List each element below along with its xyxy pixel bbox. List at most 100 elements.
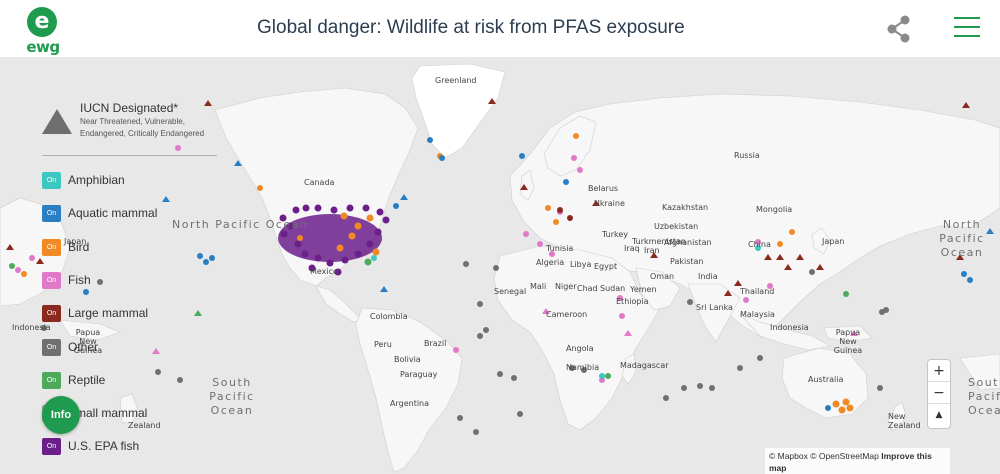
place-label-japan-left: Japan bbox=[64, 237, 87, 246]
legend-item-label: U.S. EPA fish bbox=[68, 439, 140, 454]
place-label-bolivia: Bolivia bbox=[394, 355, 421, 364]
legend-toggle-chip[interactable]: On bbox=[42, 338, 61, 356]
other-markers bbox=[41, 261, 889, 435]
header-bar: e ewg Global danger: Wildlife at risk fr… bbox=[0, 0, 1000, 58]
place-label-niger: Niger bbox=[555, 282, 577, 291]
iucn-triangle-markers bbox=[6, 98, 994, 354]
zoom-in-button[interactable]: + bbox=[928, 360, 950, 382]
place-label-papua-left: Papua New Guinea bbox=[73, 328, 103, 355]
zoom-out-button[interactable]: − bbox=[928, 382, 950, 404]
legend-toggle-chip[interactable]: On bbox=[42, 172, 61, 189]
place-label-australia: Australia bbox=[808, 375, 844, 384]
iucn-subtitle: Near Threatened, Vulnerable, Endangered,… bbox=[80, 117, 205, 138]
place-label-angola: Angola bbox=[566, 344, 594, 353]
place-label-canada: Canada bbox=[304, 178, 335, 187]
place-label-iran: Iran bbox=[644, 246, 660, 255]
zoom-controls: + − ▲ bbox=[928, 360, 950, 428]
place-label-paraguay: Paraguay bbox=[400, 370, 438, 379]
large-mammal-markers bbox=[557, 207, 573, 221]
ewg-logo[interactable]: e ewg bbox=[25, 7, 61, 56]
place-label-japan-right: Japan bbox=[822, 237, 845, 246]
place-label-mexico: Mexico bbox=[310, 267, 338, 276]
aquatic-mammal-markers bbox=[83, 137, 973, 411]
share-icon bbox=[887, 15, 910, 43]
legend-item-label: Amphibian bbox=[68, 173, 125, 187]
legend-toggle-chip[interactable]: On bbox=[42, 438, 61, 456]
improve-map-link[interactable]: Improve this map bbox=[769, 451, 932, 473]
place-label-afghanistan: Afghanistan bbox=[664, 238, 712, 247]
hamburger-menu-button[interactable] bbox=[954, 17, 980, 41]
menu-line-icon bbox=[954, 35, 980, 37]
place-label-uzbekistan: Uzbekistan bbox=[654, 222, 699, 231]
place-label-algeria: Algeria bbox=[536, 258, 565, 267]
place-label-sri-lanka: Sri Lanka bbox=[696, 303, 733, 312]
mapbox-attribution-link[interactable]: © Mapbox bbox=[769, 451, 808, 461]
legend-toggle-chip[interactable]: On bbox=[42, 371, 61, 389]
menu-line-icon bbox=[954, 26, 980, 28]
place-label-malaysia: Malaysia bbox=[740, 310, 775, 319]
iucn-title: IUCN Designated* bbox=[80, 101, 179, 115]
place-label-turkey: Turkey bbox=[602, 230, 629, 239]
legend-toggle-chip[interactable]: On bbox=[42, 205, 61, 223]
place-label-cameroon: Cameroon bbox=[546, 310, 588, 319]
place-label-belarus: Belarus bbox=[588, 184, 619, 193]
place-label-tunisia: Tunisia bbox=[546, 244, 574, 253]
logo-text: ewg bbox=[26, 38, 60, 56]
place-label-oman: Oman bbox=[650, 272, 675, 281]
map-legend: IUCN Designated* Near Threatened, Vulner… bbox=[0, 58, 217, 474]
place-label-argentina: Argentina bbox=[390, 399, 430, 408]
place-label-thailand: Thailand bbox=[740, 287, 775, 296]
ocean-label-north-pacific-left: North Pacific Ocean bbox=[172, 218, 309, 231]
info-button[interactable]: Info bbox=[42, 396, 80, 434]
menu-line-icon bbox=[954, 17, 980, 19]
share-button[interactable] bbox=[884, 14, 914, 44]
reptile-markers bbox=[9, 258, 849, 379]
iucn-triangle-icon bbox=[42, 109, 72, 134]
place-label-sudan: Sudan bbox=[600, 284, 626, 293]
legend-toggle-chip[interactable]: On bbox=[42, 305, 61, 323]
logo-circle-icon bbox=[27, 7, 57, 37]
compass-reset-button[interactable]: ▲ bbox=[935, 410, 943, 420]
legend-toggle-chip[interactable]: On bbox=[42, 271, 61, 289]
map-attribution: © Mapbox © OpenStreetMap Improve this ma… bbox=[765, 448, 950, 474]
place-label-namibia: Namibia bbox=[566, 363, 600, 372]
place-label-chad: Chad bbox=[577, 284, 598, 293]
legend-item-label: Bird bbox=[68, 239, 90, 254]
place-label-china: China bbox=[748, 240, 771, 249]
place-label-russia: Russia bbox=[734, 151, 760, 160]
fish-markers bbox=[15, 145, 773, 383]
place-label-indonesia-left: Indonesia bbox=[12, 323, 51, 332]
iucn-legend: IUCN Designated* Near Threatened, Vulner… bbox=[42, 101, 217, 156]
legend-item-label: Reptile bbox=[68, 372, 106, 387]
place-label-indonesia-right: Indonesia bbox=[770, 323, 809, 332]
legend-toggle-chip[interactable]: On bbox=[42, 238, 61, 256]
page-title: Global danger: Wildlife at risk from PFA… bbox=[257, 17, 685, 38]
place-label-yemen: Yemen bbox=[630, 285, 657, 294]
amphibian-markers bbox=[371, 245, 761, 379]
place-label-kazakhstan: Kazakhstan bbox=[662, 203, 709, 212]
place-label-greenland: Greenland bbox=[435, 76, 477, 85]
place-label-india: India bbox=[698, 272, 718, 281]
place-label-new-zealand-right: New Zealand bbox=[888, 412, 921, 430]
place-label-libya: Libya bbox=[570, 260, 592, 269]
ocean-label-south-right: South Pacific Ocean bbox=[968, 376, 1000, 417]
ocean-label-north-pacific-right: North Pacific Ocean bbox=[939, 218, 985, 259]
place-label-ukraine: Ukraine bbox=[594, 199, 625, 208]
place-label-new-zealand-left: Zealand bbox=[128, 421, 161, 430]
place-label-iraq: Iraq bbox=[624, 244, 640, 253]
place-label-egypt: Egypt bbox=[594, 262, 618, 271]
place-label-ethiopia: Ethiopia bbox=[616, 297, 649, 306]
place-label-mongolia: Mongolia bbox=[756, 205, 793, 214]
legend-item-label: Fish bbox=[68, 272, 91, 287]
legend-item-label: Other bbox=[68, 339, 99, 354]
place-label-peru: Peru bbox=[374, 340, 392, 349]
place-label-brazil: Brazil bbox=[424, 339, 447, 348]
osm-attribution-link[interactable]: © OpenStreetMap bbox=[810, 451, 879, 461]
legend-item-label: Aquatic mammal bbox=[68, 206, 158, 221]
logo-letter: e bbox=[34, 9, 50, 34]
place-label-madagascar: Madagascar bbox=[620, 361, 669, 370]
ocean-label-south-pacific: South Pacific Ocean bbox=[209, 376, 255, 417]
place-label-mali: Mali bbox=[530, 282, 547, 291]
place-label-senegal: Senegal bbox=[494, 287, 527, 296]
